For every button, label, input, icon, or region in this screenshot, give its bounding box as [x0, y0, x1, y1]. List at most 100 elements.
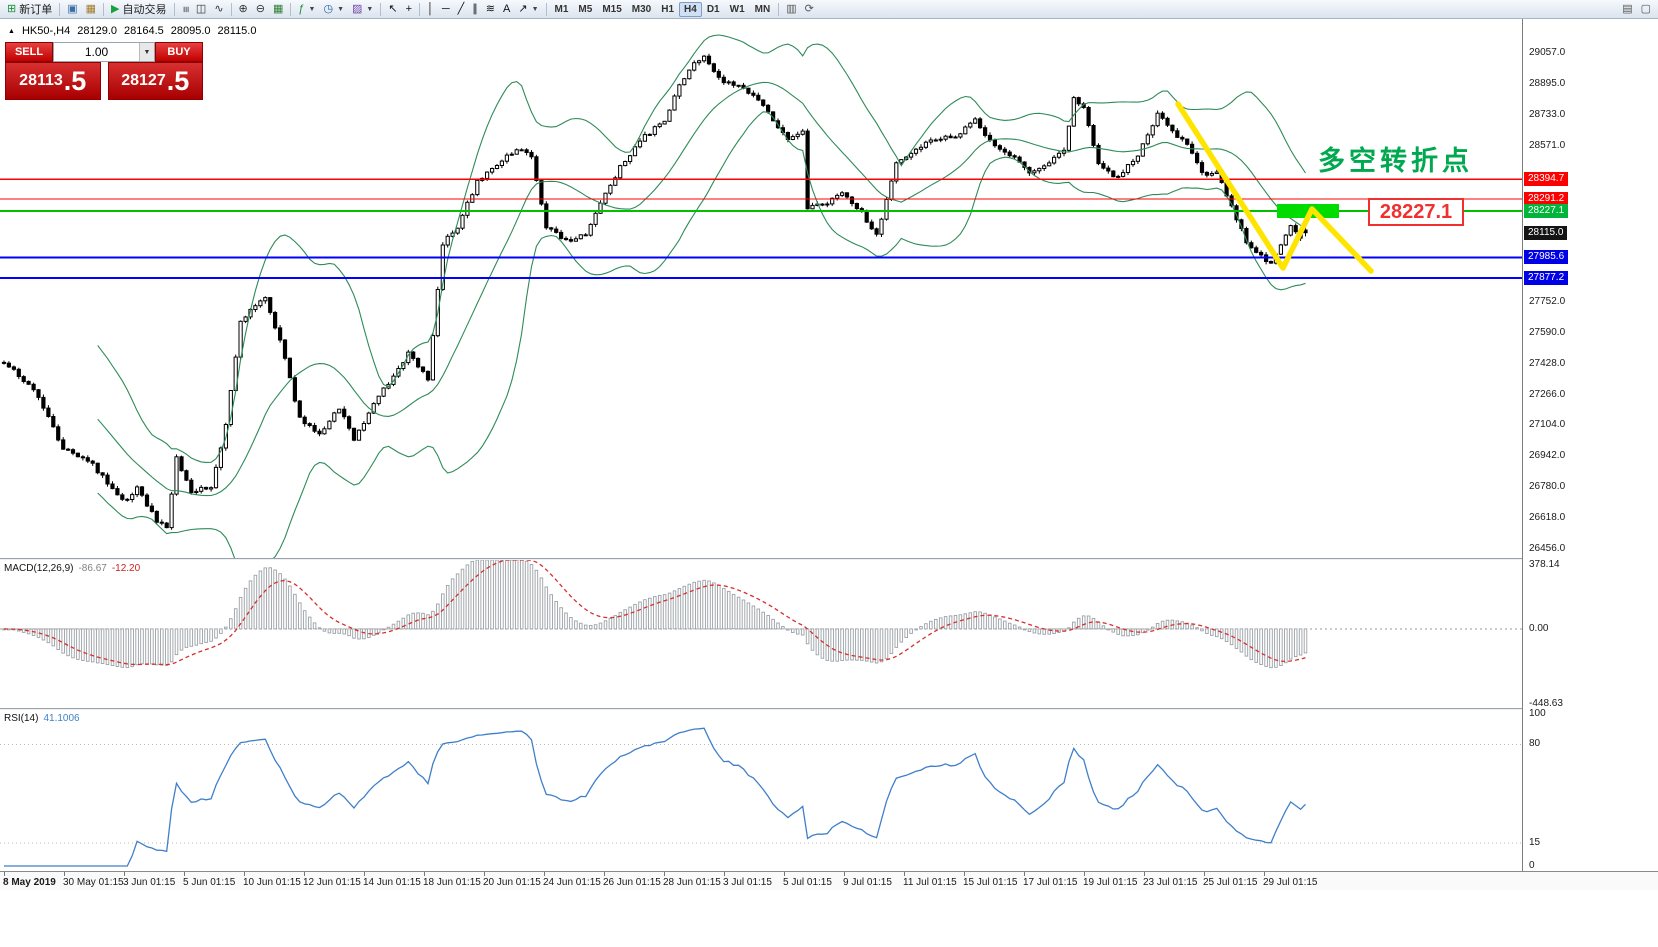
auto-scroll-button[interactable]: ⟳: [801, 0, 818, 19]
timeframe-mn-button[interactable]: MN: [750, 2, 776, 17]
time-tick: [1204, 872, 1205, 876]
timeframe-m1-button[interactable]: M1: [550, 2, 574, 17]
time-tick: [64, 872, 65, 876]
volume-field[interactable]: 1.00 ▼: [53, 42, 155, 62]
fibonacci-button[interactable]: ≋: [482, 0, 499, 19]
time-label: 30 May 01:15: [63, 877, 124, 888]
chart-window-button[interactable]: ▣: [63, 0, 81, 19]
timeframe-m15-button-label: M15: [602, 3, 622, 15]
text-label-button[interactable]: A: [499, 0, 514, 19]
candlestick-chart-button[interactable]: ◫: [192, 0, 210, 19]
macd-title: MACD(12,26,9): [4, 563, 74, 574]
macd-panel[interactable]: [0, 560, 1522, 707]
zoom-in-button[interactable]: ⊕: [235, 0, 252, 19]
price-scale-label: 26942.0: [1529, 450, 1566, 462]
price-axis[interactable]: 29057.0 28895.0 28733.0 28571.0 27752.0 27590…: [1522, 19, 1658, 871]
timeframe-h4-button[interactable]: H4: [679, 1, 702, 17]
tile-windows-icon: ▦: [272, 2, 284, 15]
yellow-zigzag-drawing[interactable]: [1175, 101, 1374, 274]
cursor-button[interactable]: ↖: [384, 0, 401, 19]
symbol-triangle-icon: ▲: [8, 27, 15, 35]
chart-shift-button[interactable]: ▥: [782, 0, 800, 19]
price-scale-label: 27752.0: [1529, 295, 1566, 307]
tile-windows-button[interactable]: ▦: [269, 0, 287, 19]
buy-price-pips: .5: [166, 65, 190, 96]
timeframe-m15-button[interactable]: M15: [597, 2, 626, 17]
indicators-button[interactable]: ƒ ▼: [294, 0, 319, 19]
time-label: 18 Jun 01:15: [423, 877, 481, 888]
time-label: 9 Jul 01:15: [843, 877, 892, 888]
line-chart-button[interactable]: ∿: [210, 0, 227, 19]
time-label: 24 Jun 01:15: [543, 877, 601, 888]
templates-button[interactable]: ▨ ▼: [348, 0, 377, 19]
time-label: 3 Jul 01:15: [723, 877, 772, 888]
trendline-button[interactable]: ╱: [454, 0, 469, 19]
timeframe-m30-button[interactable]: M30: [627, 2, 656, 17]
toolbar: ⊞ 新订单 ▣ ▦ ▶ 自动交易 ≡ ◫ ∿ ⊕ ⊖ ▦ ƒ ▼ ◷ ▼ ▨ ▼ ↖ + │ ─ ╱ ∥ ≋ A ↗ ▼ M1 M5 M15…: [0, 0, 1658, 19]
time-tick: [664, 872, 665, 876]
chart-symbol-line: ▲ HK50-,H4 28129.0 28164.5 28095.0 28115…: [8, 25, 256, 37]
new-order-button[interactable]: ⊞ 新订单: [3, 0, 56, 19]
fullscreen-button[interactable]: ▢: [1637, 0, 1655, 19]
price-scale-label: 27428.0: [1529, 357, 1566, 369]
ohlc-low: 28095.0: [170, 25, 211, 37]
time-label: 25 Jul 01:15: [1203, 877, 1258, 888]
timeframe-d1-button[interactable]: D1: [702, 2, 725, 17]
timeframe-m5-button[interactable]: M5: [573, 2, 597, 17]
zoom-out-button[interactable]: ⊖: [252, 0, 269, 19]
horizontal-line-button[interactable]: ─: [438, 0, 454, 19]
new-order-button-label: 新订单: [19, 4, 53, 16]
periods-button[interactable]: ◷ ▼: [319, 0, 348, 19]
sell-price-main: 28113: [19, 72, 63, 89]
price-scale-label: 29057.0: [1529, 46, 1566, 58]
buy-button[interactable]: BUY: [155, 42, 203, 62]
window-list-icon: ▤: [1622, 2, 1633, 15]
dropdown-caret-icon: ▼: [308, 5, 316, 13]
panel-separator[interactable]: [0, 558, 1658, 560]
arrows-button[interactable]: ↗ ▼: [514, 0, 542, 19]
profiles-button[interactable]: ▦: [82, 0, 100, 19]
vertical-line-button[interactable]: │: [423, 0, 438, 19]
channel-button[interactable]: ∥: [468, 0, 482, 19]
time-label: 14 Jun 01:15: [363, 877, 421, 888]
price-label-box[interactable]: 28227.1: [1368, 198, 1464, 226]
crosshair-button[interactable]: +: [402, 0, 416, 19]
symbol-name: HK50-,H4: [21, 25, 71, 37]
timeframe-h1-button[interactable]: H1: [656, 2, 679, 17]
rsi-panel[interactable]: [0, 710, 1522, 870]
time-tick: [1084, 872, 1085, 876]
price-scale-label: 27104.0: [1529, 419, 1566, 431]
timeframe-mn-button-label: MN: [754, 3, 771, 15]
main-chart[interactable]: [0, 18, 1522, 558]
time-label: 29 Jul 01:15: [1263, 877, 1318, 888]
sell-price[interactable]: 28113.5: [5, 62, 101, 100]
price-tag-28291.2: 28291.2: [1524, 192, 1569, 207]
price-scale-label: 28571.0: [1529, 139, 1566, 151]
annotation-text[interactable]: 多空转折点: [1318, 146, 1473, 176]
timeframe-h1-button-label: H1: [661, 3, 675, 15]
price-tag-28227.1: 28227.1: [1524, 204, 1569, 219]
toolbar-separator: [545, 2, 547, 16]
bar-chart-button[interactable]: ≡: [178, 0, 192, 19]
buy-price[interactable]: 28127.5: [107, 62, 203, 100]
dropdown-caret-icon: ▼: [337, 5, 344, 13]
autotrading-button[interactable]: ▶ 自动交易: [107, 0, 170, 19]
panel-separator[interactable]: [0, 708, 1658, 710]
price-scale-label: 26618.0: [1529, 512, 1566, 524]
time-tick: [484, 872, 485, 876]
sell-button[interactable]: SELL: [5, 42, 53, 62]
time-tick: [4, 872, 5, 876]
time-tick: [364, 872, 365, 876]
time-axis[interactable]: 8 May 2019 30 May 01:15 3 Jun 01:15 5 Jun 0…: [0, 871, 1658, 890]
time-label: 5 Jun 01:15: [183, 877, 236, 888]
timeframe-m1-button-label: M1: [554, 3, 569, 15]
volume-dropdown-icon[interactable]: ▼: [139, 43, 154, 61]
candlesticks: [1, 53, 1308, 530]
window-list-button[interactable]: ▤: [1618, 0, 1636, 19]
time-label: 23 Jul 01:15: [1143, 877, 1198, 888]
indicators-icon: ƒ: [298, 2, 305, 15]
time-label: 8 May 2019: [3, 877, 56, 888]
timeframe-w1-button[interactable]: W1: [725, 2, 750, 17]
macd-scale-label: -448.63: [1529, 698, 1563, 710]
